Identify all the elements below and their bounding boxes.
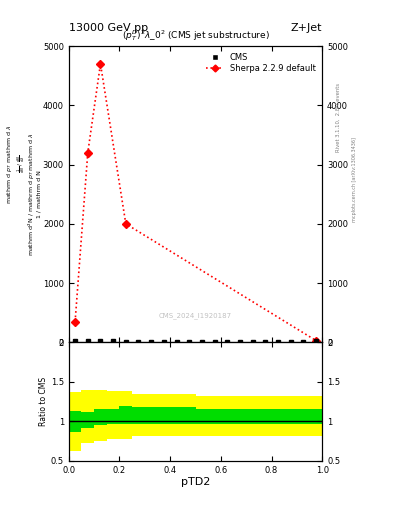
Text: mathrm d$^2$N
mathrm d $p_T$ mathrm d $\lambda$: mathrm d$^2$N mathrm d $p_T$ mathrm d $\… — [0, 124, 14, 204]
Legend: CMS, Sherpa 2.2.9 default: CMS, Sherpa 2.2.9 default — [204, 50, 318, 76]
Text: Rivet 3.1.10,  2.8M events: Rivet 3.1.10, 2.8M events — [336, 83, 341, 153]
Y-axis label: Ratio to CMS: Ratio to CMS — [39, 377, 48, 426]
X-axis label: pTD2: pTD2 — [181, 477, 210, 487]
Text: $(p_T^D)^2\lambda\_0^2$ (CMS jet substructure): $(p_T^D)^2\lambda\_0^2$ (CMS jet substru… — [121, 28, 270, 43]
Text: Z+Jet: Z+Jet — [291, 23, 322, 33]
Text: CMS_2024_I1920187: CMS_2024_I1920187 — [159, 312, 232, 318]
Y-axis label: mathrm d²N / mathrm d $p_T$ mathrm d $\lambda$
1 / mathrm d N: mathrm d²N / mathrm d $p_T$ mathrm d $\l… — [26, 132, 41, 256]
Text: mcplots.cern.ch [arXiv:1306.3436]: mcplots.cern.ch [arXiv:1306.3436] — [352, 137, 357, 222]
Text: $\frac{1}{\mathrm{d}N}$ / $\frac{\mathrm{d}N}{\mathrm{d}\lambda}$: $\frac{1}{\mathrm{d}N}$ / $\frac{\mathrm… — [16, 155, 28, 173]
Text: 13000 GeV pp: 13000 GeV pp — [69, 23, 148, 33]
